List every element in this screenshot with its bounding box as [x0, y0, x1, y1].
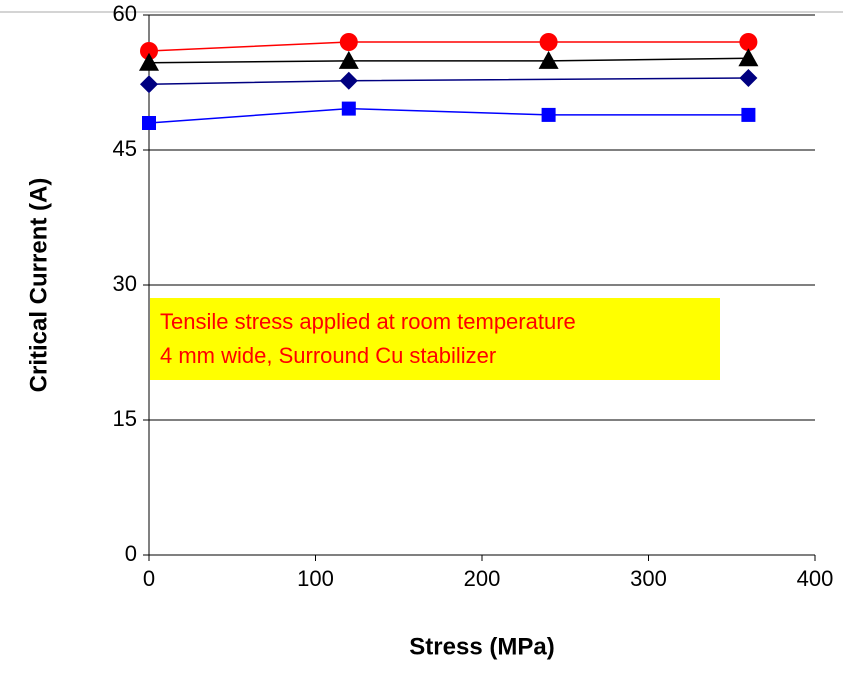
y-tick-label: 60 — [113, 1, 137, 26]
marker — [341, 101, 356, 116]
marker — [142, 116, 156, 130]
x-tick-label: 300 — [630, 566, 667, 591]
marker — [339, 71, 358, 90]
marker — [538, 50, 559, 69]
annotation-box — [150, 298, 720, 380]
y-tick-label: 15 — [113, 406, 137, 431]
y-tick-label: 30 — [113, 271, 137, 296]
marker — [739, 69, 758, 87]
y-tick-label: 0 — [125, 541, 137, 566]
marker — [339, 33, 358, 51]
marker — [140, 75, 158, 94]
y-axis-title: Critical Current (A) — [25, 178, 52, 393]
y-tick-label: 45 — [113, 136, 137, 161]
x-tick-label: 100 — [297, 566, 334, 591]
marker — [139, 52, 159, 71]
marker — [541, 107, 556, 122]
marker — [140, 42, 158, 60]
marker — [741, 107, 756, 122]
series-line — [148, 41, 749, 52]
marker — [539, 33, 558, 51]
x-axis-title: Stress (MPa) — [409, 633, 554, 660]
annotation: Tensile stress applied at room temperatu… — [160, 309, 576, 334]
marker — [338, 50, 359, 69]
x-tick-label: 0 — [143, 566, 155, 591]
annotation: 4 mm wide, Surround Cu stabilizer — [160, 343, 496, 368]
x-tick-label: 200 — [464, 566, 501, 591]
series-line — [148, 107, 749, 124]
x-tick-label: 400 — [797, 566, 834, 591]
series-line — [148, 77, 749, 86]
series-line — [148, 57, 749, 64]
marker — [739, 33, 758, 51]
marker — [738, 48, 759, 67]
